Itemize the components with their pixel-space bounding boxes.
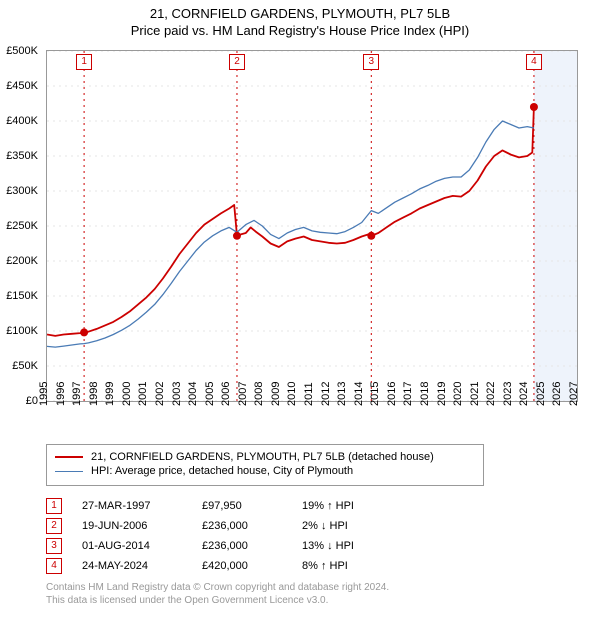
legend-swatch-blue [55, 471, 83, 472]
legend-item-hpi: HPI: Average price, detached house, City… [55, 465, 475, 477]
sale-diff: 13% ↓ HPI [302, 540, 402, 552]
sale-price: £236,000 [202, 540, 302, 552]
x-tick-label: 2026 [551, 382, 563, 406]
x-tick-label: 2009 [270, 382, 282, 406]
sale-row: 2 19-JUN-2006£236,0002% ↓ HPI [46, 516, 402, 536]
sale-date: 01-AUG-2014 [82, 540, 202, 552]
chart-area: £0£50K£100K£150K£200K£250K£300K£350K£400… [46, 50, 578, 402]
credits-line-2: This data is licensed under the Open Gov… [46, 595, 389, 608]
x-tick-label: 2004 [187, 382, 199, 406]
y-tick-label: £500K [0, 45, 38, 57]
credits: Contains HM Land Registry data © Crown c… [46, 582, 389, 607]
sale-row-marker: 2 [46, 518, 62, 534]
x-tick-label: 2021 [469, 382, 481, 406]
x-tick-label: 2005 [204, 382, 216, 406]
x-tick-label: 2014 [353, 382, 365, 406]
x-tick-label: 2007 [237, 382, 249, 406]
plot-frame [46, 50, 578, 402]
x-tick-label: 2019 [436, 382, 448, 406]
x-tick-label: 1995 [38, 382, 50, 406]
y-tick-label: £400K [0, 115, 38, 127]
sale-price: £420,000 [202, 560, 302, 572]
x-tick-label: 2022 [485, 382, 497, 406]
y-tick-label: £350K [0, 150, 38, 162]
sale-row-marker: 4 [46, 558, 62, 574]
legend-swatch-red [55, 456, 83, 458]
sale-row-marker: 1 [46, 498, 62, 514]
sale-marker-2: 2 [229, 54, 245, 70]
sale-row: 1 27-MAR-1997£97,95019% ↑ HPI [46, 496, 402, 516]
legend: 21, CORNFIELD GARDENS, PLYMOUTH, PL7 5LB… [46, 444, 484, 486]
x-tick-label: 2011 [303, 382, 315, 406]
sale-row: 3 01-AUG-2014£236,00013% ↓ HPI [46, 536, 402, 556]
x-tick-label: 2020 [452, 382, 464, 406]
figure-container: 21, CORNFIELD GARDENS, PLYMOUTH, PL7 5LB… [0, 0, 600, 620]
legend-item-price-paid: 21, CORNFIELD GARDENS, PLYMOUTH, PL7 5LB… [55, 451, 475, 463]
x-tick-label: 2000 [121, 382, 133, 406]
x-tick-label: 2015 [369, 382, 381, 406]
x-tick-label: 1999 [104, 382, 116, 406]
title-address: 21, CORNFIELD GARDENS, PLYMOUTH, PL7 5LB [0, 6, 600, 21]
x-tick-label: 2024 [518, 382, 530, 406]
y-tick-label: £200K [0, 255, 38, 267]
x-tick-label: 2025 [535, 382, 547, 406]
sale-price: £236,000 [202, 520, 302, 532]
y-tick-label: £150K [0, 290, 38, 302]
sale-marker-3: 3 [363, 54, 379, 70]
y-tick-label: £450K [0, 80, 38, 92]
title-subtitle: Price paid vs. HM Land Registry's House … [0, 23, 600, 38]
x-tick-label: 2017 [402, 382, 414, 406]
x-tick-label: 1998 [88, 382, 100, 406]
x-tick-label: 2018 [419, 382, 431, 406]
y-tick-label: £300K [0, 185, 38, 197]
sale-date: 24-MAY-2024 [82, 560, 202, 572]
sales-table: 1 27-MAR-1997£97,95019% ↑ HPI 2 19-JUN-2006… [46, 496, 402, 576]
x-tick-label: 2013 [336, 382, 348, 406]
sale-row: 4 24-MAY-2024£420,0008% ↑ HPI [46, 556, 402, 576]
x-tick-label: 2006 [220, 382, 232, 406]
y-tick-label: £100K [0, 325, 38, 337]
sale-diff: 2% ↓ HPI [302, 520, 402, 532]
y-tick-label: £50K [0, 360, 38, 372]
x-tick-label: 2003 [171, 382, 183, 406]
sale-diff: 19% ↑ HPI [302, 500, 402, 512]
y-tick-label: £0 [0, 395, 38, 407]
x-tick-label: 2010 [286, 382, 298, 406]
x-tick-label: 1996 [55, 382, 67, 406]
x-tick-label: 2016 [386, 382, 398, 406]
credits-line-1: Contains HM Land Registry data © Crown c… [46, 582, 389, 595]
title-block: 21, CORNFIELD GARDENS, PLYMOUTH, PL7 5LB… [0, 0, 600, 38]
sale-date: 27-MAR-1997 [82, 500, 202, 512]
plot-svg [47, 51, 577, 401]
x-tick-label: 2012 [320, 382, 332, 406]
x-tick-label: 2023 [502, 382, 514, 406]
y-tick-label: £250K [0, 220, 38, 232]
legend-label-2: HPI: Average price, detached house, City… [91, 465, 353, 477]
sale-marker-1: 1 [76, 54, 92, 70]
legend-label-1: 21, CORNFIELD GARDENS, PLYMOUTH, PL7 5LB… [91, 451, 434, 463]
x-tick-label: 2002 [154, 382, 166, 406]
x-tick-label: 1997 [71, 382, 83, 406]
sale-price: £97,950 [202, 500, 302, 512]
sale-date: 19-JUN-2006 [82, 520, 202, 532]
x-tick-label: 2001 [137, 382, 149, 406]
x-tick-label: 2027 [568, 382, 580, 406]
sale-diff: 8% ↑ HPI [302, 560, 402, 572]
sale-marker-4: 4 [526, 54, 542, 70]
sale-row-marker: 3 [46, 538, 62, 554]
x-tick-label: 2008 [253, 382, 265, 406]
